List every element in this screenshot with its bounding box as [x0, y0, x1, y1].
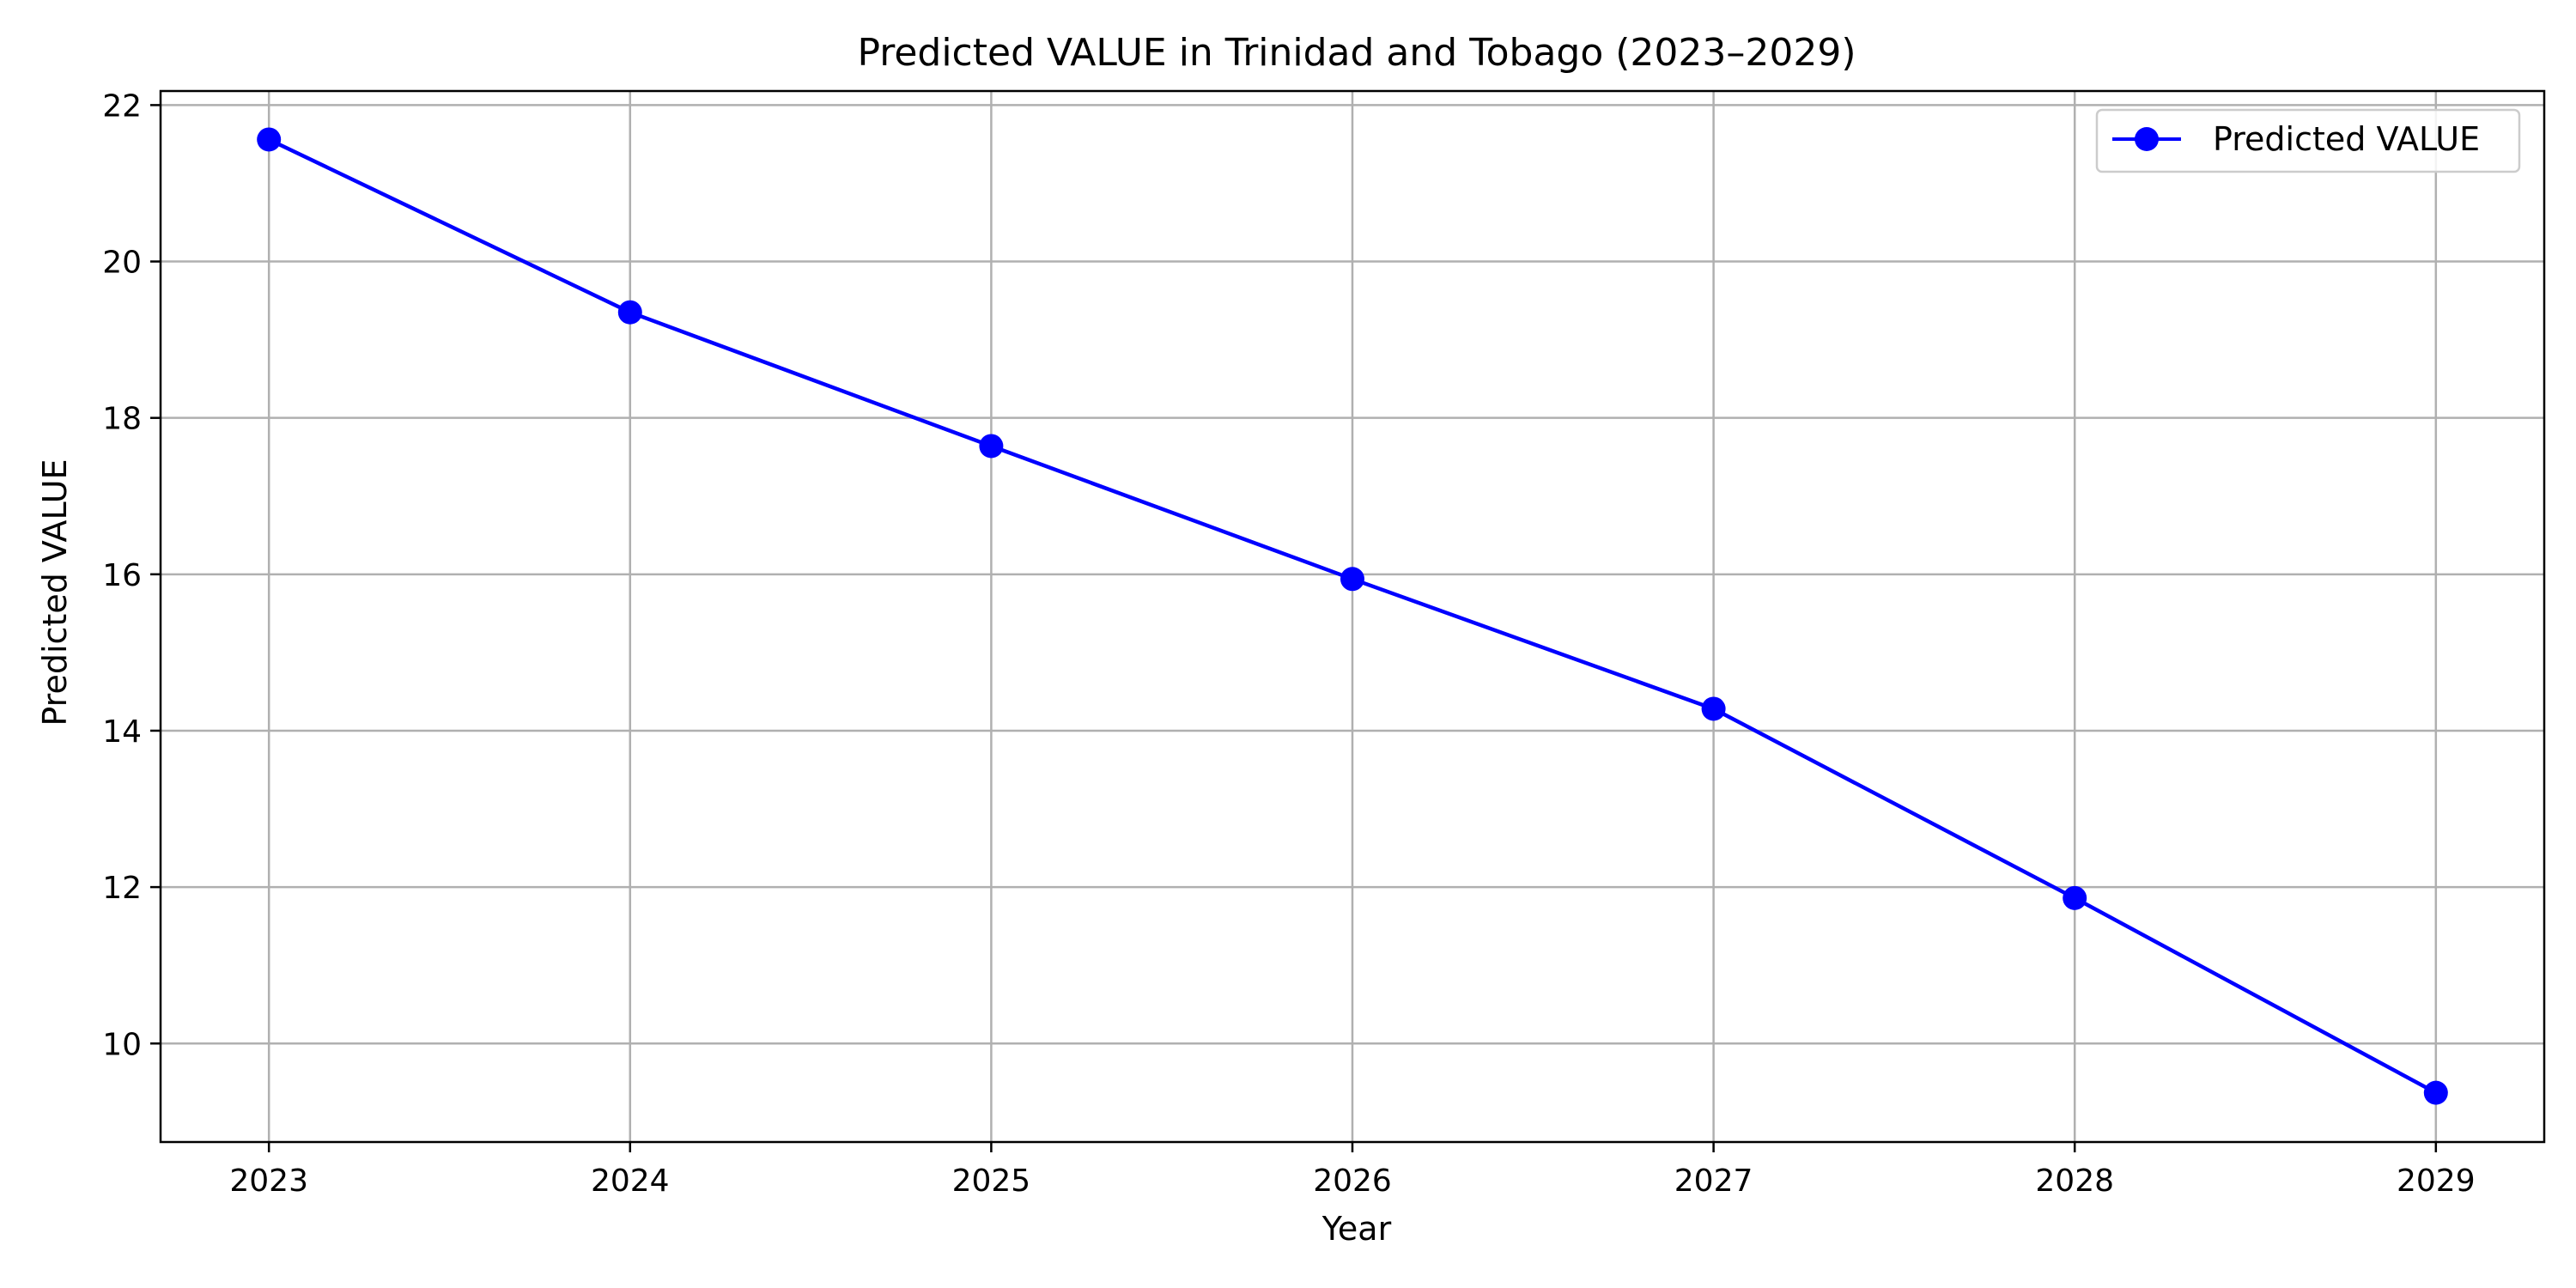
data-point [257, 127, 282, 152]
data-point [1340, 567, 1364, 592]
legend-marker-sample [2135, 127, 2159, 151]
data-point [617, 300, 642, 325]
x-tick-label: 2025 [952, 1163, 1031, 1199]
data-point [979, 434, 1004, 459]
x-tick-label: 2026 [1313, 1163, 1392, 1199]
y-tick-label: 14 [102, 714, 142, 750]
data-point [2063, 885, 2087, 910]
axis-ticks: 2023 2024 2025 2026 2027 2028 2029 10 12 14 16 18 20… [102, 88, 2475, 1199]
x-tick-label: 2028 [2035, 1163, 2114, 1199]
grid [161, 91, 2544, 1142]
x-tick-label: 2027 [1674, 1163, 1753, 1199]
x-tick-label: 2029 [2397, 1163, 2476, 1199]
x-tick-label: 2023 [229, 1163, 308, 1199]
y-axis-label: Predicted VALUE [36, 459, 74, 726]
legend-box [2095, 108, 2521, 173]
y-tick-label: 18 [102, 402, 142, 437]
x-axis-label: Year [1321, 1210, 1392, 1248]
y-tick-label: 22 [102, 88, 142, 124]
legend-label: Predicted VALUE [2213, 120, 2480, 158]
legend: Predicted VALUE [2095, 108, 2521, 173]
x-tick-label: 2024 [591, 1163, 670, 1199]
y-tick-label: 10 [102, 1027, 142, 1062]
y-tick-label: 12 [102, 871, 142, 906]
data-point [1701, 696, 1726, 721]
chart-title: Predicted VALUE in Trinidad and Tobago (… [857, 31, 1856, 75]
data-point [2423, 1080, 2448, 1105]
y-tick-label: 20 [102, 246, 142, 281]
y-tick-label: 16 [102, 558, 142, 593]
series-layer [257, 127, 2448, 1105]
